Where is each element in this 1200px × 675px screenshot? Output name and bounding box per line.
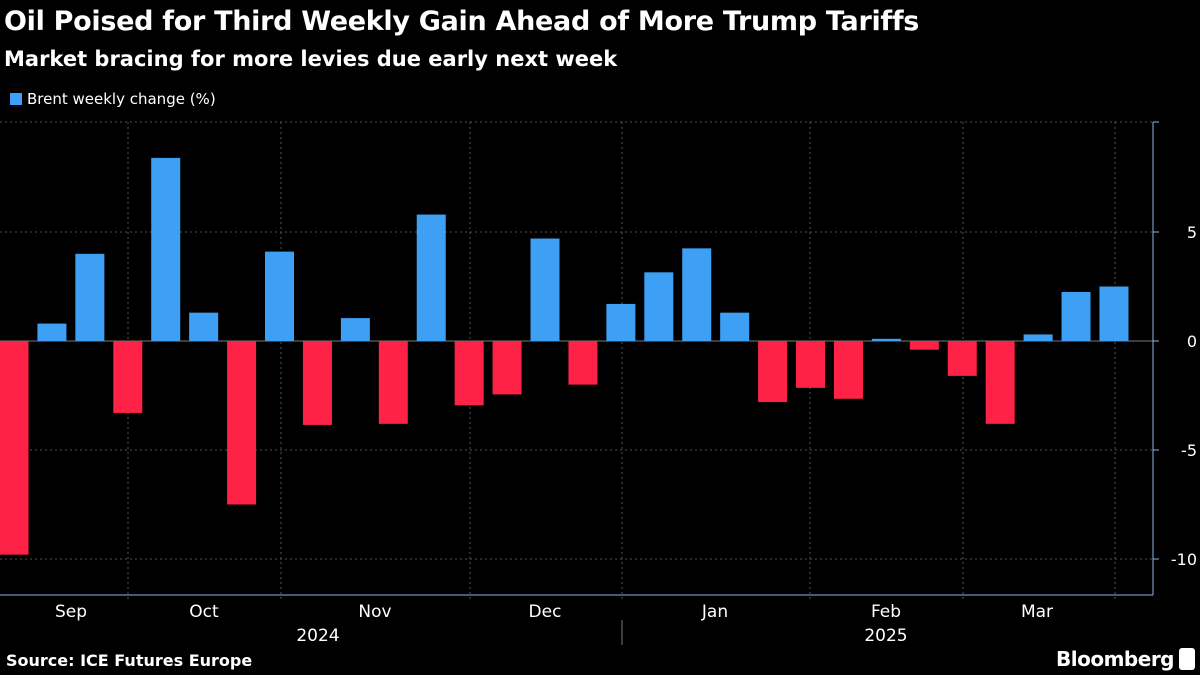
bar (833, 341, 863, 399)
bar (1099, 286, 1129, 341)
bar (871, 338, 901, 341)
bar (1023, 334, 1053, 341)
bar (720, 312, 750, 341)
bar (530, 238, 560, 341)
y-tick-label: -10 (1171, 550, 1197, 569)
bar (644, 272, 674, 341)
bar (75, 253, 105, 341)
legend: Brent weekly change (%) (10, 90, 216, 108)
bar (378, 341, 408, 424)
bar (985, 341, 1015, 424)
bar (113, 341, 143, 413)
bar (454, 341, 484, 406)
bar (189, 312, 219, 341)
bar (0, 341, 29, 555)
bar (492, 341, 522, 395)
source-note: Source: ICE Futures Europe (6, 651, 253, 670)
bar (227, 341, 257, 505)
bloomberg-logo: Bloomberg (1056, 647, 1174, 671)
bar (302, 341, 332, 425)
legend-label: Brent weekly change (%) (27, 90, 216, 108)
x-year-label: 2024 (296, 626, 339, 646)
x-month-label: Feb (871, 602, 901, 622)
bar (265, 251, 295, 341)
x-month-label: Mar (1021, 602, 1053, 622)
bar (568, 341, 598, 385)
chart-title: Oil Poised for Third Weekly Gain Ahead o… (4, 6, 920, 37)
y-tick-label: 0 (1187, 332, 1197, 351)
x-month-label: Jan (701, 602, 728, 622)
x-month-label: Dec (529, 602, 562, 622)
bar (37, 323, 67, 341)
bar (1061, 291, 1091, 341)
bar (151, 157, 181, 341)
bar (947, 341, 977, 376)
y-tick-label: -5 (1181, 441, 1197, 460)
y-tick-label: 5 (1187, 223, 1197, 242)
x-month-label: Nov (358, 602, 391, 622)
bar (416, 214, 446, 341)
bar (796, 341, 826, 388)
legend-swatch (10, 93, 22, 105)
x-month-label: Sep (55, 602, 87, 622)
x-year-label: 2025 (864, 626, 907, 646)
bar (909, 341, 939, 350)
chart-subtitle: Market bracing for more levies due early… (4, 47, 618, 71)
bar (606, 303, 636, 341)
bar (682, 248, 712, 341)
bloomberg-icon (1179, 648, 1195, 670)
x-month-label: Oct (189, 602, 219, 622)
bar (340, 318, 370, 341)
bar (758, 341, 788, 403)
